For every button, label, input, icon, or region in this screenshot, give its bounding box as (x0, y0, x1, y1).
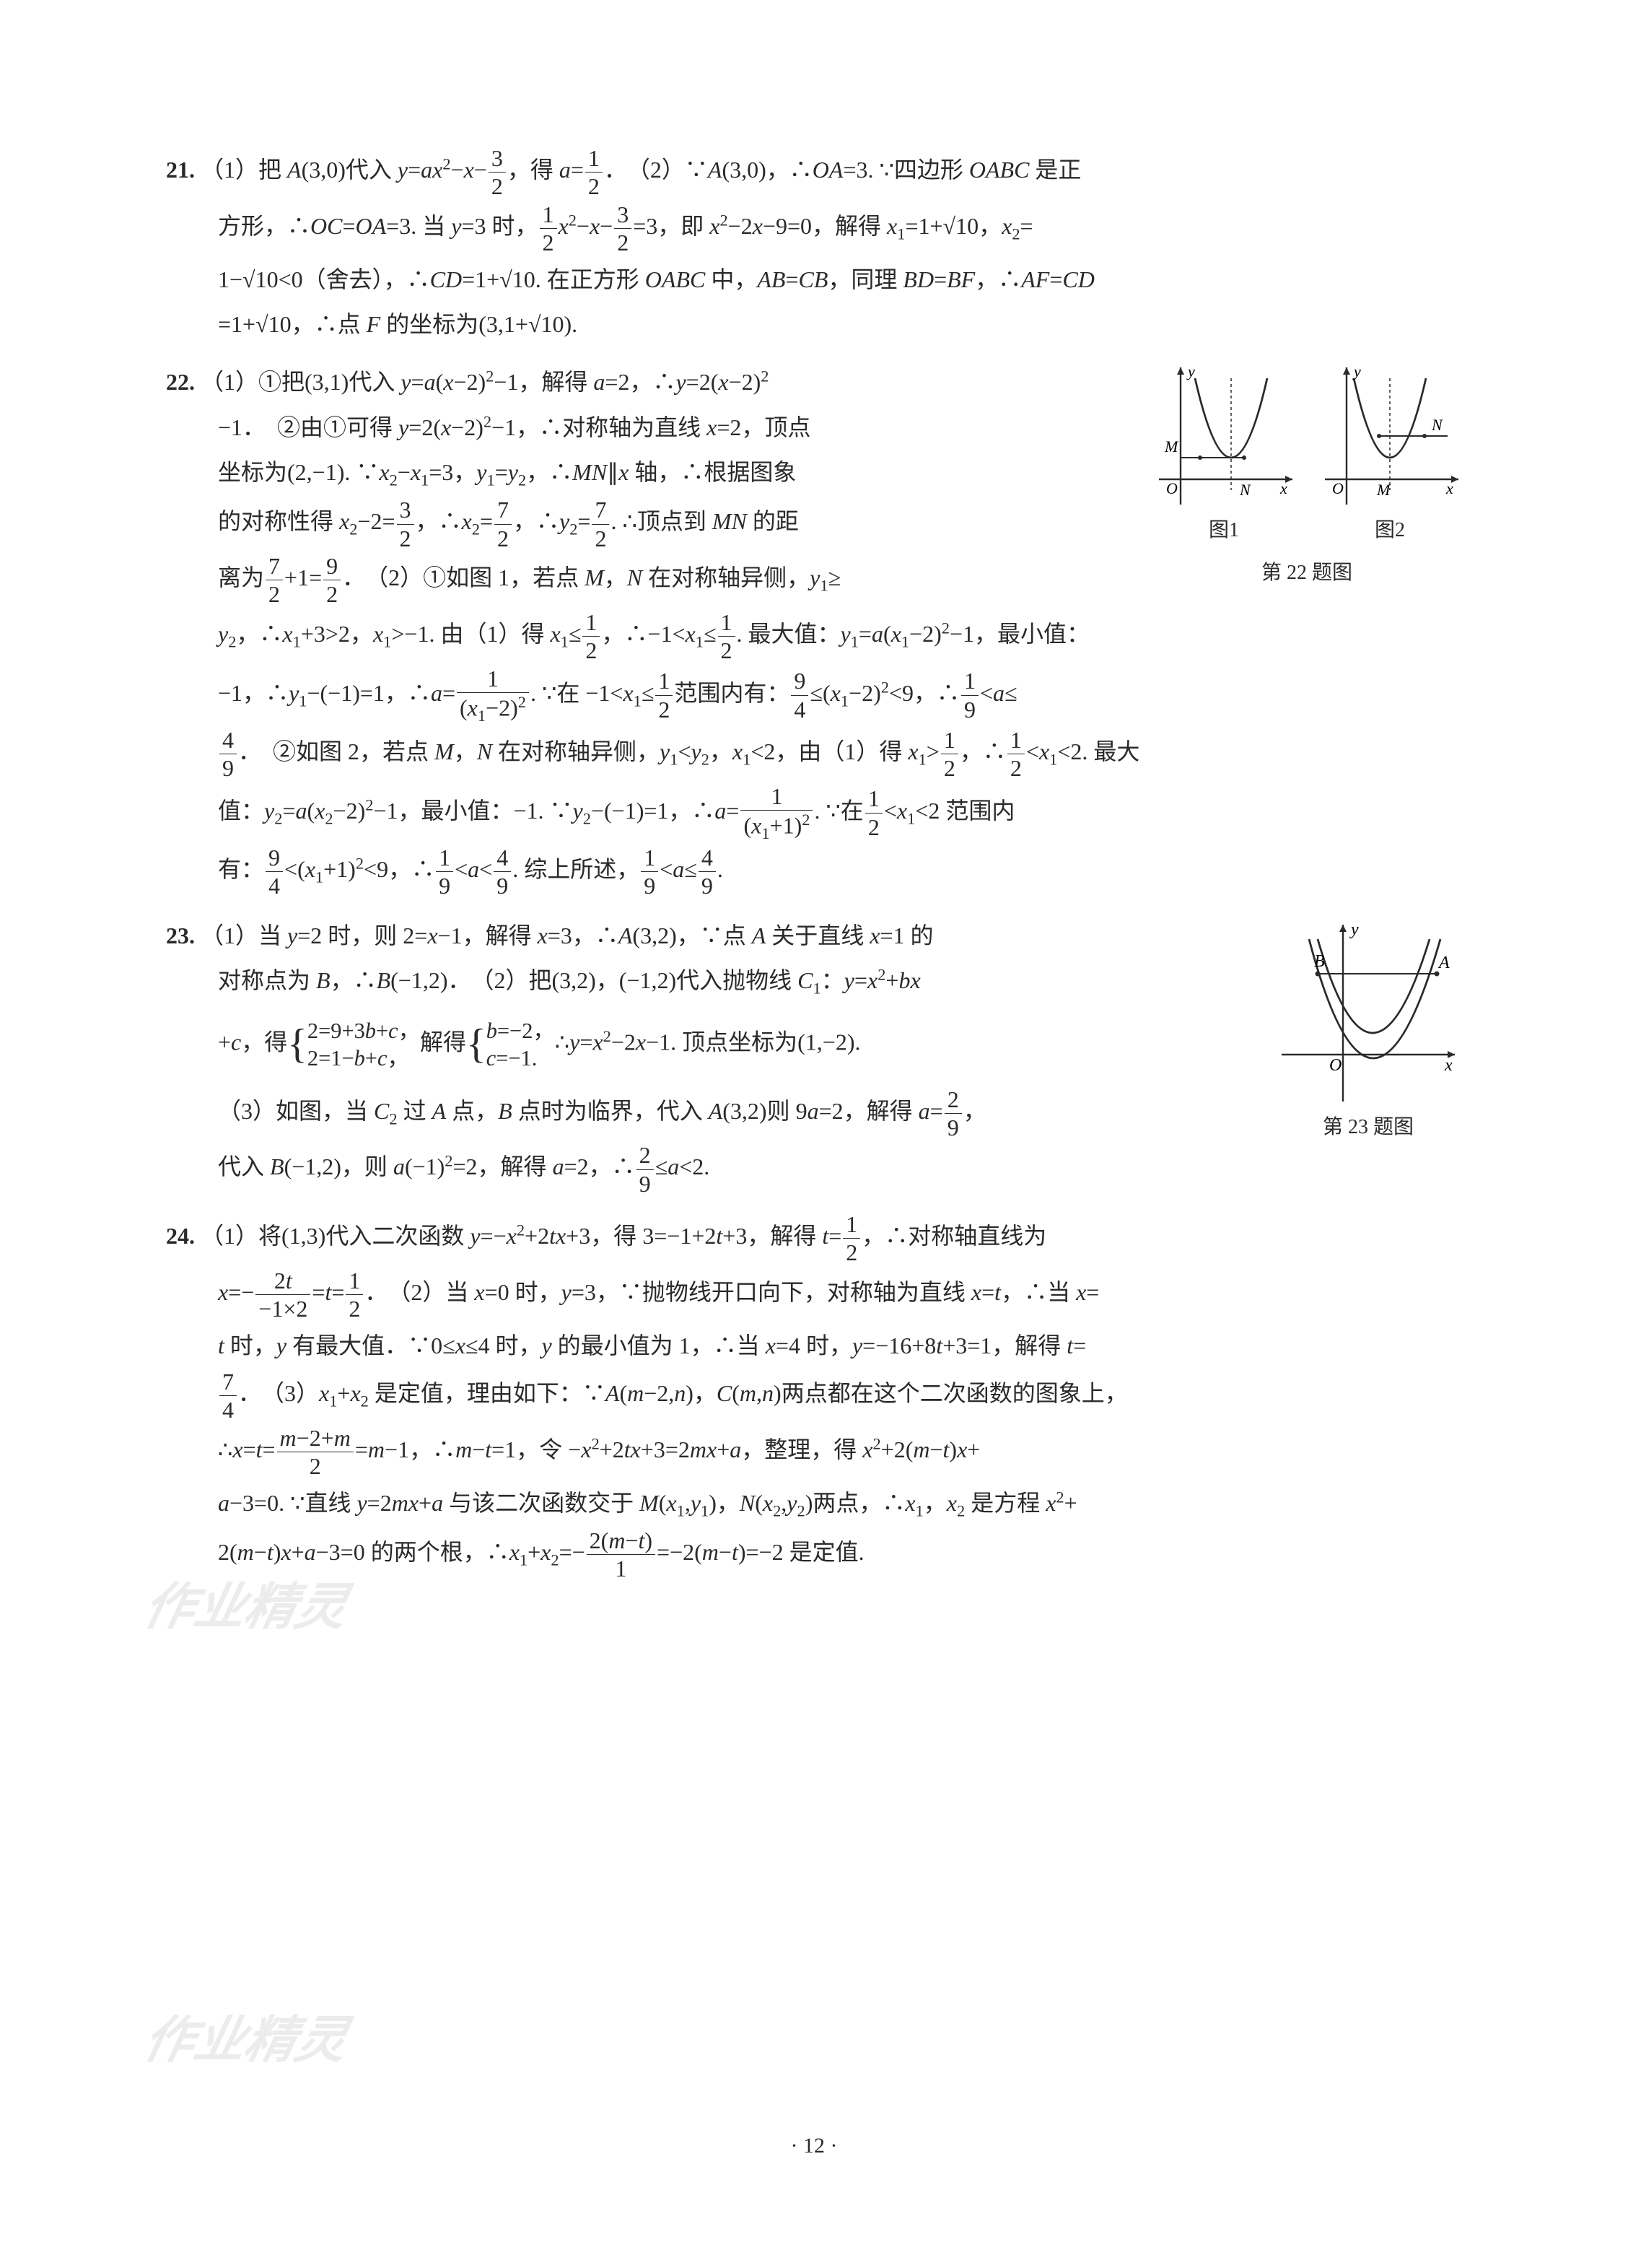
problem-line: a−3=0. ∵直线 y=2mx+a 与该二次函数交于 M(x1,y1)，N(x… (166, 1480, 1462, 1527)
subfigure-label: 图1 (1209, 511, 1239, 551)
svg-text:M: M (1376, 481, 1391, 499)
subfigure-row: M N O x y 图1 (1152, 364, 1462, 551)
problem-line: =1+√10，∴点 F 的坐标为(3,1+√10). (166, 302, 1462, 346)
problem-23-figure-block: B A O x y 第 23 题图 (1274, 917, 1462, 1148)
svg-text:y: y (1352, 364, 1361, 380)
problem-line: （3）如图，当 C2 过 A 点，B 点时为临界，代入 A(3,2)则 9a=2… (166, 1086, 1462, 1142)
problem-23: B A O x y 第 23 题图 23. （1）当 y=2 时，则 2=x−1… (166, 913, 1462, 1198)
subfigure-1: M N O x y 图1 (1152, 364, 1296, 551)
svg-text:O: O (1166, 479, 1178, 497)
svg-text:A: A (1437, 954, 1450, 972)
problem-22: M N O x y 图1 (166, 359, 1462, 899)
svg-text:M: M (1164, 437, 1179, 455)
problem-text: （1）把 A(3,0)代入 y=ax2−x−32，得 a=12． （2）∵A(3… (201, 157, 1081, 183)
problem-text: （1）①把(3,1)代入 y=a(x−2)2−1，解得 a=2，∴y=2(x−2… (201, 369, 769, 395)
watermark: 作业精灵 (134, 1992, 356, 2091)
figure-caption: 第 23 题图 (1274, 1108, 1462, 1148)
problem-number: 24. (166, 1223, 195, 1249)
problem-line: 值：y2=a(x2−2)2−1，最小值：−1. ∵y2−(−1)=1，∴a=1(… (166, 782, 1462, 844)
problem-line: t 时，y 有最大值．∵0≤x≤4 时，y 的最小值为 1，∴当 x=4 时，y… (166, 1323, 1462, 1368)
parabola-graph-2: M N O x y (1318, 364, 1462, 508)
problem-line: 对称点为 B，∴B(−1,2)． （2）把(3,2)，(−1,2)代入抛物线 C… (166, 958, 1462, 1004)
parabola-graph-23: B A O x y (1274, 917, 1462, 1105)
problem-line: 方形，∴OC=OA=3. 当 y=3 时，12x2−x−32=3，即 x2−2x… (166, 201, 1462, 257)
svg-text:x: x (1445, 479, 1453, 497)
svg-text:y: y (1349, 920, 1359, 939)
svg-text:O: O (1332, 479, 1344, 497)
problem-line: 代入 B(−1,2)，则 a(−1)2=2，解得 a=2，∴29≤a<2. (166, 1141, 1462, 1198)
problem-text: （1）当 y=2 时，则 2=x−1，解得 x=3，∴A(3,2)，∵点 A 关… (201, 923, 934, 948)
page-number: · 12 · (0, 2125, 1628, 2168)
svg-text:x: x (1279, 479, 1287, 497)
problem-24: 24. （1）将(1,3)代入二次函数 y=−x2+2tx+3，得 3=−1+2… (166, 1211, 1462, 1582)
problem-text: （1）将(1,3)代入二次函数 y=−x2+2tx+3，得 3=−1+2t+3，… (201, 1223, 1046, 1249)
svg-text:N: N (1239, 481, 1251, 499)
problem-line: 49． ②如图 2，若点 M，N 在对称轴异侧，y1<y2，x1<2，由（1）得… (166, 726, 1462, 782)
problem-line: ∴x=t=m−2+m2=m−1，∴m−t=1，令 −x2+2tx+3=2mx+a… (166, 1424, 1462, 1480)
problem-number: 21. (166, 157, 195, 183)
problem-22-figure-block: M N O x y 图1 (1152, 364, 1462, 593)
problem-line: x=−2t−1×2=t=12． （2）当 x=0 时，y=3，∵抛物线开口向下，… (166, 1267, 1462, 1323)
problem-line: −1，∴y1−(−1)=1，∴a=1(x1−2)2. ∵在 −1<x1≤12范围… (166, 665, 1462, 726)
subfigure-2: M N O x y 图2 (1318, 364, 1462, 551)
problem-line: 有：94<(x1+1)2<9，∴19<a<49. 综上所述，19<a≤49. (166, 844, 1462, 900)
problem-number: 23. (166, 923, 195, 948)
problem-line: y2，∴x1+3>2，x1>−1. 由（1）得 x1≤12，∴−1<x1≤12.… (166, 609, 1462, 665)
problem-line: 2(m−t)x+a−3=0 的两个根，∴x1+x2=−2(m−t)1=−2(m−… (166, 1527, 1462, 1583)
parabola-graph-1: M N O x y (1152, 364, 1296, 508)
subfigure-label: 图2 (1375, 511, 1405, 551)
svg-text:O: O (1329, 1056, 1342, 1075)
problem-line: +c，得{2=9+3b+c，2=1−b+c，解得{b=−2，c=−1.∴y=x2… (166, 1004, 1462, 1085)
svg-text:B: B (1314, 952, 1325, 971)
figure-caption: 第 22 题图 (1152, 554, 1462, 593)
svg-text:y: y (1186, 364, 1195, 380)
problem-number: 22. (166, 369, 195, 395)
problem-21: 21. （1）把 A(3,0)代入 y=ax2−x−32，得 a=12． （2）… (166, 144, 1462, 346)
svg-text:x: x (1444, 1056, 1453, 1075)
problem-line: 1−√10<0（舍去），∴CD=1+√10. 在正方形 OABC 中，AB=CB… (166, 257, 1462, 302)
problem-line: 74． （3）x1+x2 是定值，理由如下：∵A(m−2,n)，C(m,n)两点… (166, 1368, 1462, 1424)
svg-text:N: N (1431, 416, 1443, 434)
